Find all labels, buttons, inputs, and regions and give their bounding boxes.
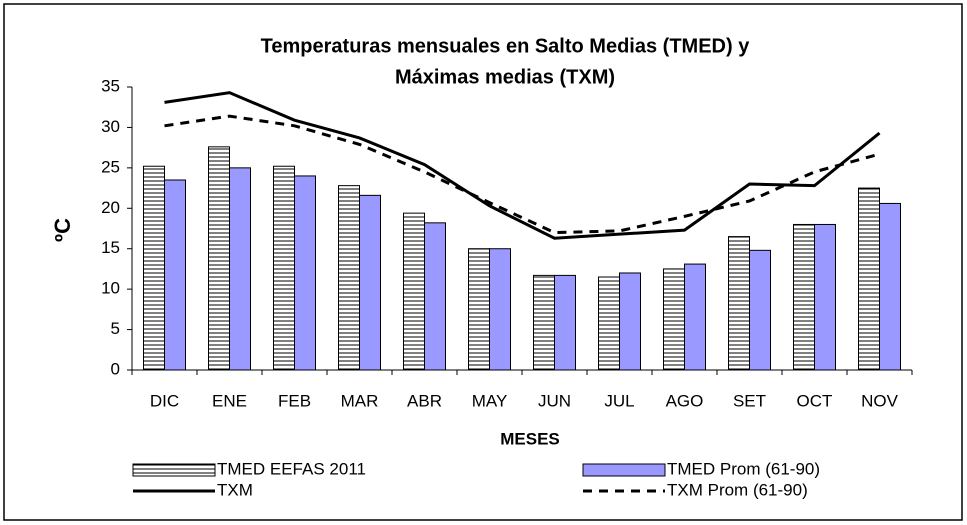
bar <box>229 167 251 371</box>
x-axis-title: MESES <box>500 429 560 448</box>
legend-label: TMED EEFAS 2011 <box>217 459 366 478</box>
bar <box>164 179 186 371</box>
bar <box>598 276 620 371</box>
chart-title: Máximas medias (TXM) <box>395 66 615 88</box>
x-tick-label: FEB <box>278 391 311 410</box>
legend-swatch <box>132 463 216 477</box>
bar <box>858 187 880 371</box>
bar <box>294 175 316 371</box>
y-tick-label: 10 <box>101 279 120 298</box>
bar <box>468 248 490 371</box>
x-tick-label: JUN <box>538 391 571 410</box>
x-tick-label: ABR <box>407 391 442 410</box>
bar <box>814 223 836 371</box>
bar <box>684 263 706 371</box>
line <box>164 91 881 240</box>
x-tick-label: JUL <box>604 391 634 410</box>
legend-label: TXM <box>217 480 253 499</box>
bar <box>533 274 555 371</box>
bar <box>663 268 685 371</box>
chart-title: Temperaturas mensuales en Salto Medias (… <box>261 35 751 57</box>
x-tick-label: DIC <box>150 391 179 410</box>
x-tick-label: ENE <box>212 391 247 410</box>
y-tick-label: 25 <box>101 157 120 176</box>
bar <box>208 146 230 371</box>
y-tick-label: 30 <box>101 117 120 136</box>
line <box>164 114 880 235</box>
y-axis-title: ºC <box>50 218 75 242</box>
bar <box>359 194 381 371</box>
bar <box>749 249 771 371</box>
y-tick-label: 20 <box>101 198 120 217</box>
legend-label: TMED Prom (61-90) <box>667 459 820 478</box>
bar <box>793 223 815 371</box>
x-tick-label: NOV <box>861 391 899 410</box>
bar <box>143 165 165 371</box>
bar <box>728 236 750 371</box>
bar <box>273 165 295 371</box>
y-tick-label: 0 <box>111 359 120 378</box>
x-tick-label: MAR <box>341 391 379 410</box>
legend-label: TXM Prom (61-90) <box>667 480 808 499</box>
x-tick-label: AGO <box>666 391 704 410</box>
bar <box>424 222 446 371</box>
y-tick-label: 5 <box>111 319 120 338</box>
x-tick-label: MAY <box>472 391 508 410</box>
bar <box>554 274 576 371</box>
bar <box>403 212 425 371</box>
y-tick-label: 35 <box>101 76 120 95</box>
bar <box>338 185 360 371</box>
x-tick-label: SET <box>733 391 766 410</box>
bar <box>619 272 641 371</box>
legend-swatch <box>582 463 666 477</box>
x-tick-label: OCT <box>797 391 833 410</box>
bar <box>879 202 901 371</box>
bar <box>489 248 511 371</box>
y-tick-label: 15 <box>101 238 120 257</box>
